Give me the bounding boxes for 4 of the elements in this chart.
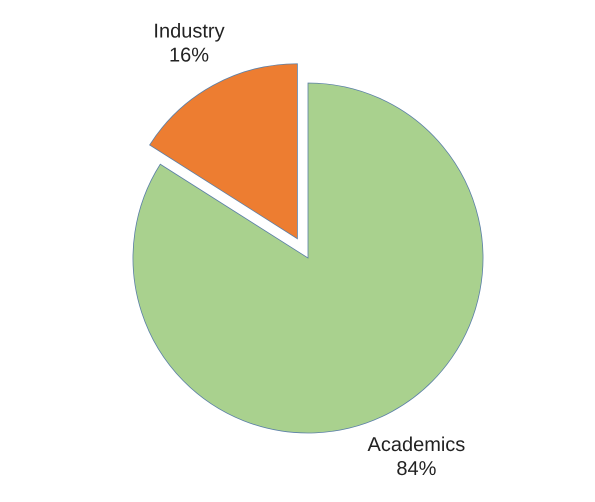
slice-label: Industry [153,20,225,43]
slice-label: Academics [367,434,466,456]
data-label: 84% [396,458,437,480]
data-label: 16% [168,44,210,67]
